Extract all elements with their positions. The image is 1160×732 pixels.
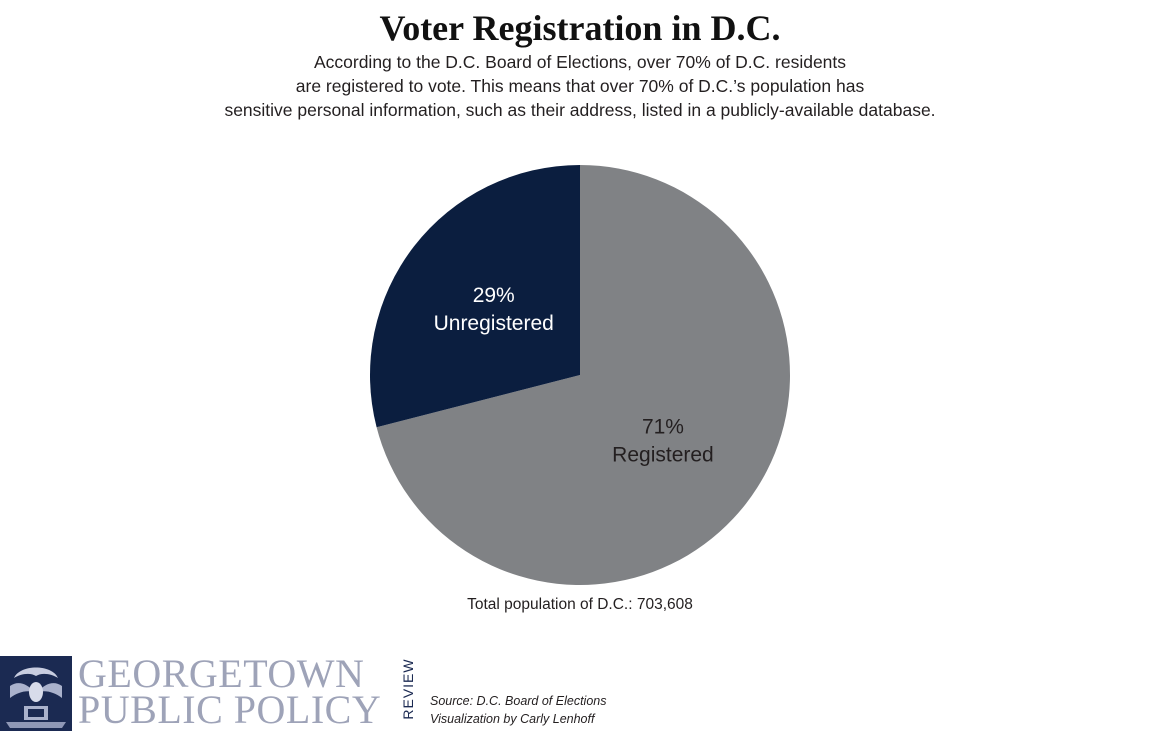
logo-line-1: GEORGETOWN [78,651,365,696]
slice-value-registered: 71% [642,415,684,438]
slice-name-unregistered: Unregistered [434,312,554,335]
slice-label-unregistered: 29% Unregistered [434,284,554,335]
credits: Source: D.C. Board of Elections Visualiz… [430,692,606,728]
logo-review: REVIEW [400,658,416,720]
pie-slice-unregistered [370,165,580,428]
source-note: Source: D.C. Board of Elections [430,694,607,708]
chart-title: Voter Registration in D.C. [379,8,781,48]
logo-wordmark: GEORGETOWN PUBLIC POLICY [78,651,382,732]
subtitle-line-2: are registered to vote. This means that … [295,76,865,96]
pie-slice-registered [376,165,790,585]
subtitle-line-1: According to the D.C. Board of Elections… [313,52,847,72]
chart-subtitle: According to the D.C. Board of Elections… [140,50,1020,122]
visualization-credit: Visualization by Carly Lenhoff [430,712,595,726]
seal-icon [0,656,72,731]
subtitle-line-3: sensitive personal information, such as … [224,100,936,120]
total-population-note: Total population of D.C.: 703,608 [467,596,693,613]
slice-label-registered: 71% Registered [612,415,714,466]
slice-name-registered: Registered [612,443,714,466]
slice-value-unregistered: 29% [473,284,515,307]
logo-line-2: PUBLIC POLICY [78,687,382,732]
logo-emblem [0,656,72,731]
